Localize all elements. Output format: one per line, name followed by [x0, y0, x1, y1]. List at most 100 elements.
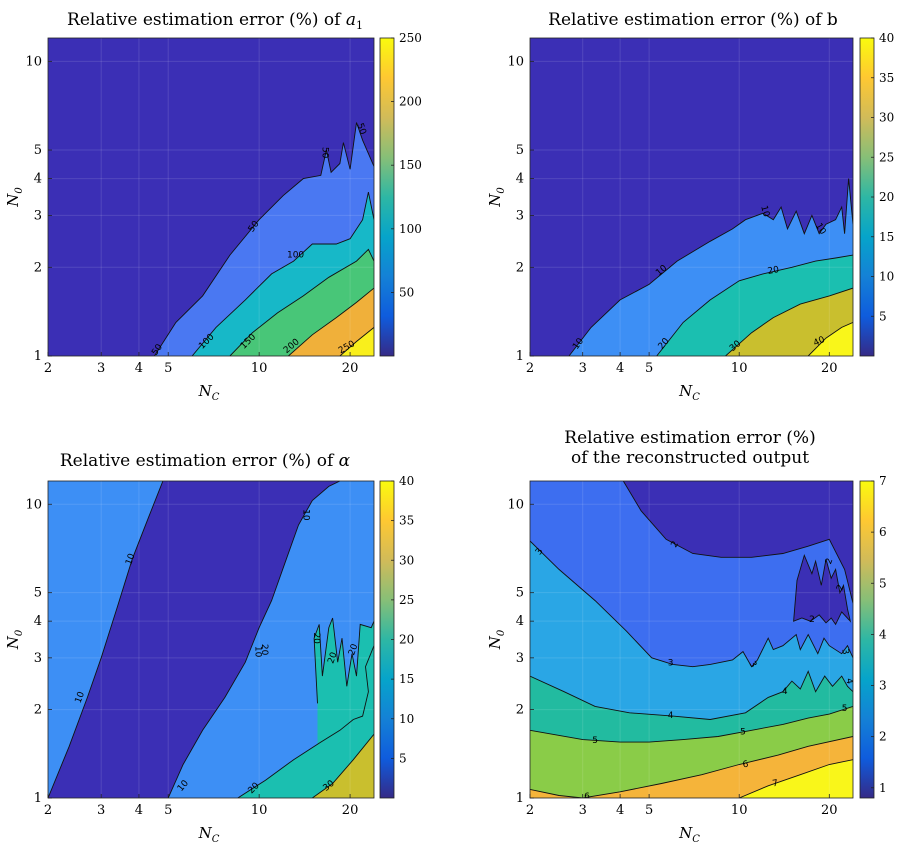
y-tick-label: 5: [516, 586, 524, 601]
contour-label: 10: [301, 509, 311, 521]
contour-line: [313, 617, 374, 704]
y-tick-label: 2: [34, 260, 42, 275]
x-tick-label: 4: [616, 803, 624, 818]
colorbar-tick-label: 30: [879, 111, 894, 125]
colorbar-scale: [859, 480, 875, 799]
x-tick-label: 2: [44, 803, 52, 818]
y-tick-label: 4: [34, 172, 42, 187]
contour-label: 20: [767, 265, 780, 277]
contour-label: 100: [287, 251, 304, 261]
x-tick-label: 5: [164, 361, 172, 376]
contour-line: [568, 178, 853, 356]
y-tick-label: 4: [516, 614, 524, 629]
y-tick-label: 10: [25, 54, 42, 69]
x-tick-label: 2: [526, 803, 534, 818]
x-axis-label: NC: [198, 382, 220, 403]
contour-line: [530, 705, 853, 743]
y-axis-label: N0: [486, 629, 507, 650]
plot-frame: [47, 37, 375, 357]
chart-title-line2: of the reconstructed output: [571, 448, 809, 468]
y-tick-label: 4: [516, 172, 524, 187]
y-axis-label: N0: [4, 187, 25, 208]
y-tick-label: 3: [34, 208, 42, 223]
contour-line: [237, 645, 374, 798]
contour-line: [167, 481, 341, 798]
y-axis-label: N0: [4, 629, 25, 650]
contour-label: 50: [319, 147, 329, 159]
chart-title: Relative estimation error (%): [564, 428, 815, 448]
colorbar: 50 100 150 200 250: [379, 31, 422, 357]
colorbar-tick-label: 30: [399, 553, 414, 567]
contour-label: 5: [592, 736, 598, 746]
colorbar: 5 10 15 20 25 30 35 40: [859, 31, 894, 357]
contour-label: 40: [812, 335, 827, 349]
y-tick-label: 1: [516, 791, 524, 806]
contour-line: [191, 192, 374, 356]
contour-line: [288, 287, 374, 356]
contour-label: 3: [839, 648, 850, 655]
colorbar-tick-label: 7: [879, 474, 887, 488]
colorbar-tick-label: 15: [399, 672, 414, 686]
x-tick-label: 20: [821, 803, 838, 818]
contour-band: [623, 481, 853, 604]
colorbar-tick-label: 250: [399, 31, 422, 45]
contour-label: 50: [354, 122, 367, 136]
x-axis-label: NC: [198, 824, 220, 845]
y-tick-label: 2: [516, 260, 524, 275]
contour-label: 3: [534, 547, 545, 557]
contour-label: 3: [747, 660, 759, 670]
contour-label: 7: [772, 779, 779, 790]
contour-line: [339, 327, 374, 356]
contour-line: [622, 481, 853, 604]
colorbar-tick-label: 5: [879, 576, 887, 590]
y-tick-label: 4: [34, 614, 42, 629]
x-axis-label: NC: [678, 382, 700, 403]
colorbar-tick-label: 150: [399, 158, 422, 172]
contour-label: 5: [740, 727, 746, 737]
x-tick-label: 4: [135, 361, 143, 376]
x-tick-label: 20: [821, 361, 838, 376]
contour-label: 10: [74, 690, 87, 704]
y-axis-label: N0: [486, 187, 507, 208]
x-tick-label: 3: [97, 361, 105, 376]
x-tick-label: 20: [342, 803, 359, 818]
x-tick-label: 4: [135, 803, 143, 818]
colorbar-tick-label: 3: [879, 679, 887, 693]
colorbar-tick-label: 10: [399, 712, 414, 726]
x-tick-label: 3: [579, 361, 587, 376]
x-tick-label: 20: [342, 361, 359, 376]
contour-label: 20: [326, 651, 339, 665]
y-tick-label: 5: [516, 143, 524, 158]
contour-line: [530, 540, 853, 668]
contour-line: [739, 759, 853, 798]
x-tick-label: 2: [526, 361, 534, 376]
contour-line: [656, 254, 853, 356]
contour-label: 20: [347, 642, 360, 656]
contour-label: 6: [584, 792, 590, 802]
contour-line: [48, 481, 164, 798]
contour-label: 10: [124, 552, 137, 566]
y-tick-label: 1: [516, 349, 524, 364]
x-tick-label: 10: [251, 803, 268, 818]
x-tick-label: 3: [97, 803, 105, 818]
colorbar-tick-label: 50: [399, 285, 414, 299]
contour-band: [530, 759, 853, 798]
chart-title: Relative estimation error (%) of b: [548, 10, 838, 30]
contour-band: [237, 645, 374, 798]
x-tick-label: 4: [616, 361, 624, 376]
y-tick-label: 5: [34, 586, 42, 601]
colorbar: 5 10 15 20 25 30 35 40: [379, 474, 414, 799]
colorbar-tick-label: 25: [879, 150, 894, 164]
y-tick-label: 10: [507, 54, 524, 69]
contour-label: 4: [668, 711, 674, 721]
contour-band: [312, 734, 374, 798]
y-tick-label: 1: [34, 349, 42, 364]
colorbar-tick-label: 20: [399, 633, 414, 647]
x-tick-label: 3: [579, 803, 587, 818]
colorbar-tick-label: 100: [399, 222, 422, 236]
